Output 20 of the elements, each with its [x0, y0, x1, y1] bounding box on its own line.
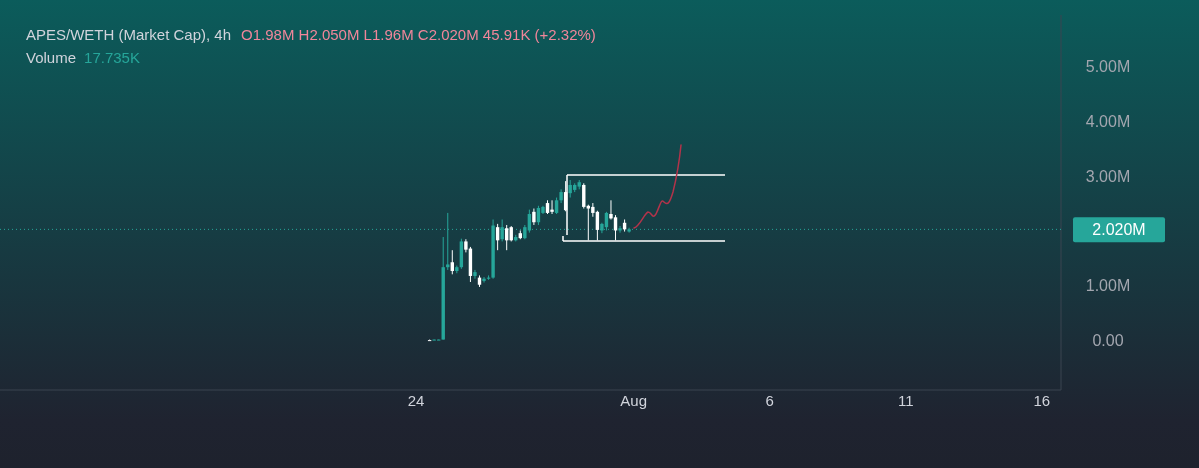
x-tick-label: 11	[897, 392, 914, 409]
x-tick-label: 6	[765, 392, 774, 409]
x-tick-label: 24	[407, 392, 425, 409]
y-tick-label: 4.00M	[1085, 112, 1131, 130]
candlestick	[550, 199, 554, 215]
text: APES/WETH (Market Cap), 4h	[26, 26, 232, 43]
x-tick-label: 16	[1033, 392, 1051, 409]
y-tick-label: 5.00M	[1085, 57, 1131, 75]
annotation: Volume 17.735K	[26, 49, 140, 66]
y-tick-label: 3.00M	[1085, 167, 1131, 185]
candlestick	[450, 249, 454, 275]
y-tick-label: 1.00M	[1085, 277, 1131, 295]
candlestick	[618, 225, 622, 234]
candlestick	[482, 276, 486, 284]
annotation: O1.98M H2.050M L1.96M C2.020M 45.91K (+2.32%)	[241, 26, 596, 43]
ref-line-label: 2.020M	[1092, 221, 1146, 239]
x-tick-label: Aug	[620, 392, 647, 409]
candlestick	[586, 204, 591, 241]
y-tick-label: 0.00	[1092, 332, 1124, 350]
candlestick	[473, 269, 477, 280]
